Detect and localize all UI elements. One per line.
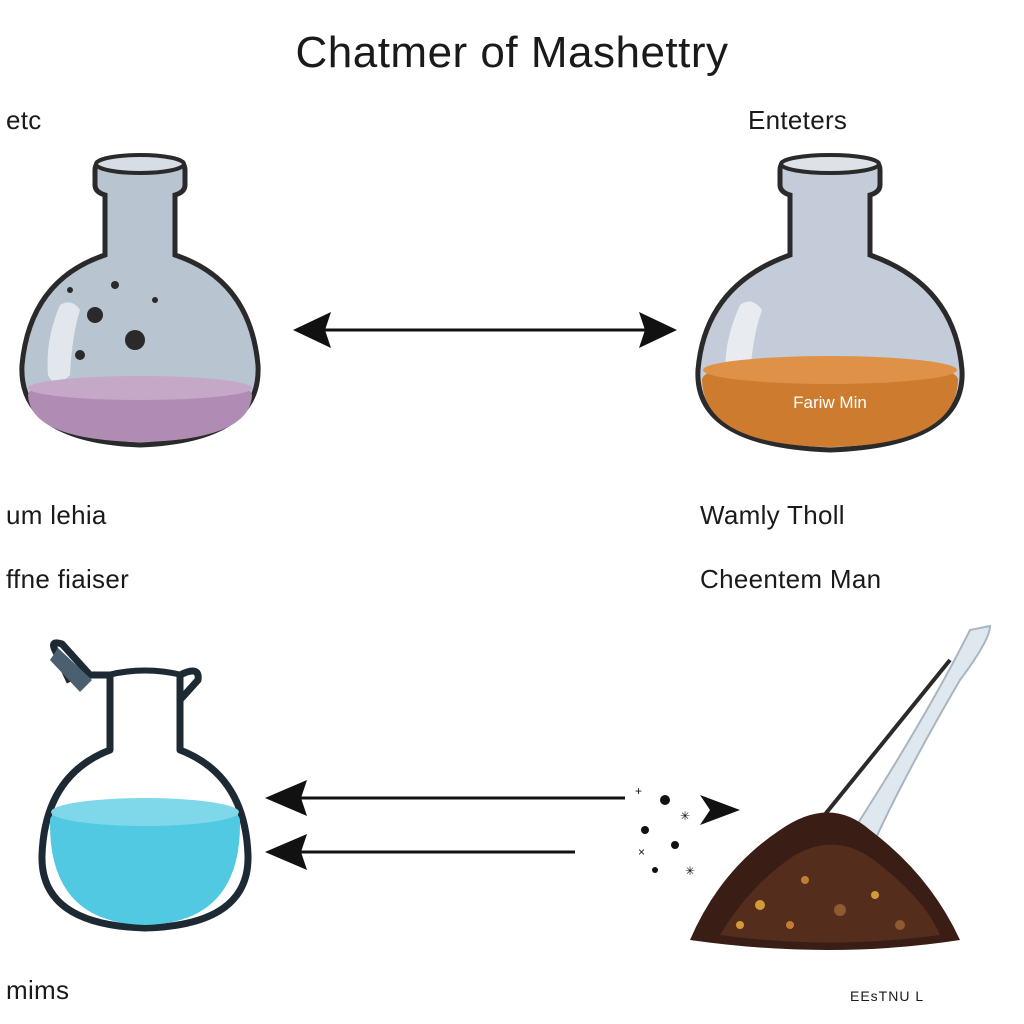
svg-text:✳: ✳ bbox=[685, 864, 695, 878]
arrows-bottom bbox=[255, 770, 645, 880]
label-right-line2: Cheentem Man bbox=[700, 564, 881, 595]
label-bottom-left: mims bbox=[6, 975, 69, 1006]
label-right-line1: Wamly Tholl bbox=[700, 500, 845, 531]
svg-text:✳: ✳ bbox=[680, 809, 690, 823]
label-left-line2: ffne fiaiser bbox=[6, 564, 129, 595]
mound-bottom-right: + ✳ × ✳ bbox=[630, 620, 1020, 980]
arrow-top bbox=[285, 300, 685, 360]
label-bottom-right: EEsTNU L bbox=[850, 988, 924, 1004]
beaker-bottom-left bbox=[0, 620, 280, 950]
label-left-line1: um lehia bbox=[6, 500, 107, 531]
label-top-left-header: etc bbox=[6, 105, 42, 136]
flask-liquid-label: Fariw Min bbox=[793, 393, 867, 412]
flask-top-left bbox=[0, 140, 300, 470]
page-title: Chatmer of Mashettry bbox=[0, 28, 1024, 78]
label-top-right-header: Enteters bbox=[748, 105, 847, 136]
flask-top-right: Fariw Min bbox=[670, 140, 990, 470]
